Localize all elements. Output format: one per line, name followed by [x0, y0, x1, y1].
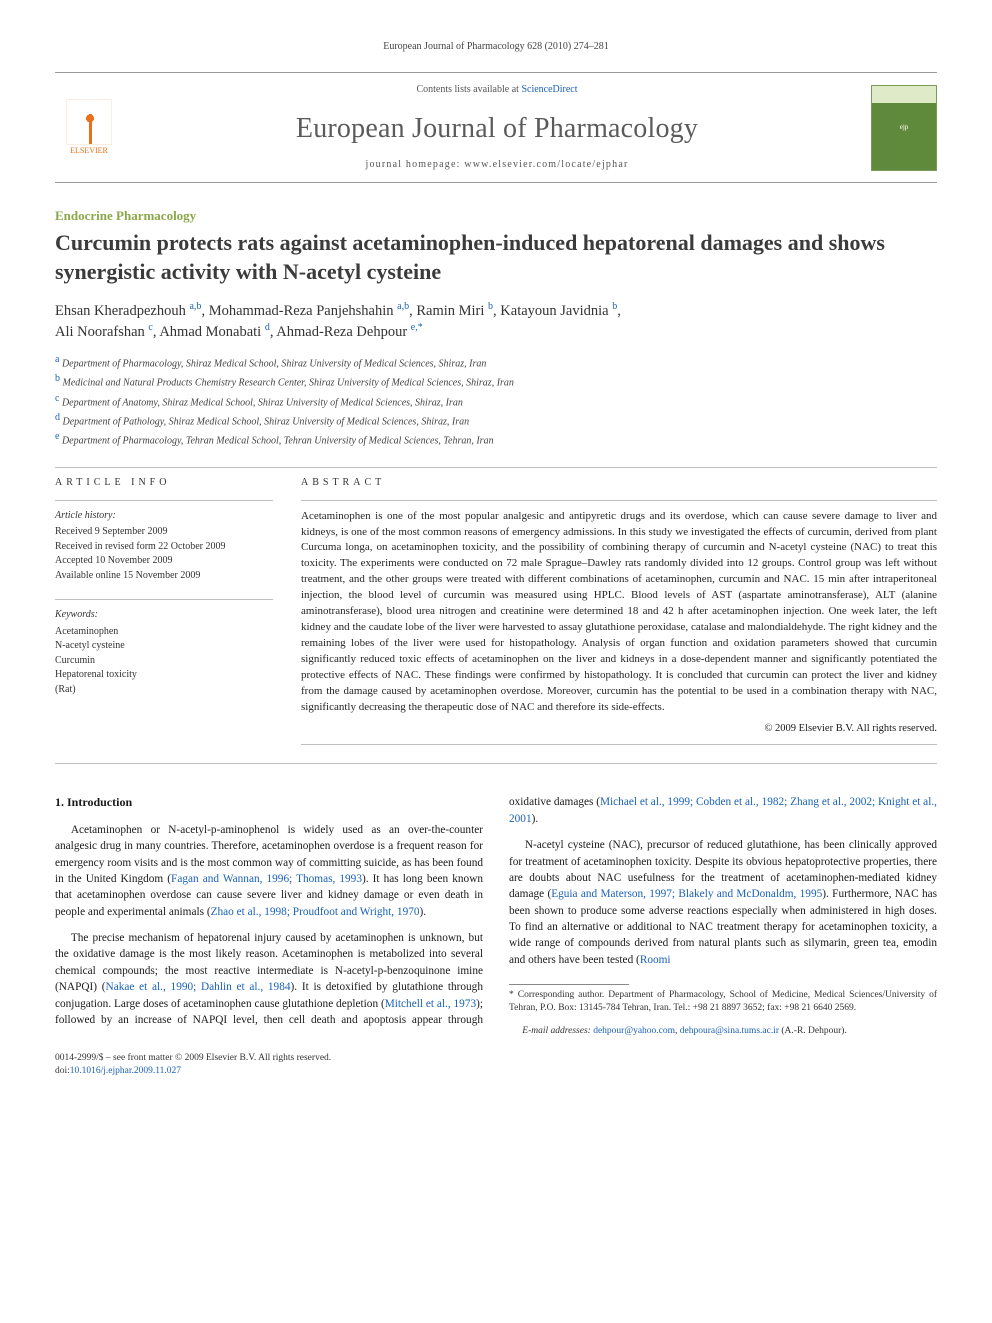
elsevier-tree-icon	[66, 99, 112, 145]
author: Katayoun Javidnia b	[500, 303, 617, 319]
keywords-label: Keywords:	[55, 608, 273, 623]
citation-link[interactable]: Fagan and Wannan, 1996; Thomas, 1993	[171, 873, 362, 885]
masthead: ELSEVIER Contents lists available at Sci…	[55, 72, 937, 183]
elsevier-label: ELSEVIER	[70, 145, 108, 156]
paragraph: Acetaminophen or N-acetyl-p-aminophenol …	[55, 822, 483, 920]
email-link[interactable]: dehpour@yahoo.com	[593, 1026, 675, 1036]
article-title: Curcumin protects rats against acetamino…	[55, 229, 937, 285]
masthead-center: Contents lists available at ScienceDirec…	[139, 83, 855, 172]
issn-line: 0014-2999/$ – see front matter © 2009 El…	[55, 1052, 937, 1065]
citation-link[interactable]: Zhao et al., 1998; Proudfoot and Wright,…	[211, 906, 420, 918]
email-label: E-mail addresses:	[522, 1026, 593, 1036]
citation-link[interactable]: Mitchell et al., 1973	[385, 998, 476, 1010]
keywords-block: Keywords: Acetaminophen N-acetyl cystein…	[55, 599, 273, 697]
affiliation: c Department of Anatomy, Shiraz Medical …	[55, 391, 937, 410]
affiliation: b Medicinal and Natural Products Chemist…	[55, 371, 937, 390]
contents-line: Contents lists available at ScienceDirec…	[139, 83, 855, 97]
author-aff-link[interactable]: b	[612, 301, 617, 312]
author: Ehsan Kheradpezhouh a,b	[55, 303, 201, 319]
article-info-heading: ARTICLE INFO	[55, 476, 273, 490]
divider	[301, 744, 937, 745]
info-abstract-row: ARTICLE INFO Article history: Received 9…	[55, 476, 937, 746]
page: European Journal of Pharmacology 628 (20…	[0, 0, 992, 1109]
author-list: Ehsan Kheradpezhouh a,b, Mohammad-Reza P…	[55, 300, 937, 342]
abstract-text: Acetaminophen is one of the most popular…	[301, 509, 937, 716]
author: Ali Noorafshan c	[55, 324, 153, 340]
contents-prefix: Contents lists available at	[416, 84, 521, 95]
citation-link[interactable]: Roomi	[640, 954, 671, 966]
doi-line: doi:10.1016/j.ejphar.2009.11.027	[55, 1065, 937, 1078]
author: Ahmad-Reza Dehpour e,*	[276, 324, 422, 340]
citation-link[interactable]: Eguia and Materson, 1997; Blakely and Mc…	[551, 888, 822, 900]
author-aff-link[interactable]: c	[148, 322, 152, 333]
corr-marker: *	[509, 990, 518, 1000]
author-aff-link[interactable]: e,*	[411, 322, 423, 333]
author: Mohammad-Reza Panjehshahin a,b	[209, 303, 409, 319]
section-label: Endocrine Pharmacology	[55, 207, 937, 225]
sciencedirect-link[interactable]: ScienceDirect	[521, 84, 577, 95]
running-head: European Journal of Pharmacology 628 (20…	[55, 40, 937, 54]
journal-name: European Journal of Pharmacology	[139, 109, 855, 148]
keyword: N-acetyl cysteine	[55, 639, 273, 654]
email-link[interactable]: dehpoura@sina.tums.ac.ir	[680, 1026, 779, 1036]
abstract: ABSTRACT Acetaminophen is one of the mos…	[301, 476, 937, 746]
keyword: (Rat)	[55, 683, 273, 698]
history-accepted: Accepted 10 November 2009	[55, 554, 273, 569]
paragraph: N-acetyl cysteine (NAC), precursor of re…	[509, 837, 937, 968]
homepage-line: journal homepage: www.elsevier.com/locat…	[139, 158, 855, 172]
keyword: Curcumin	[55, 654, 273, 669]
divider	[55, 500, 273, 501]
keyword: Acetaminophen	[55, 625, 273, 640]
footer: 0014-2999/$ – see front matter © 2009 El…	[55, 1052, 937, 1079]
affiliation: d Department of Pathology, Shiraz Medica…	[55, 410, 937, 429]
author-aff-link[interactable]: b	[488, 301, 493, 312]
publisher-logo: ELSEVIER	[55, 89, 123, 167]
divider	[55, 599, 273, 600]
author-aff-link[interactable]: a,b	[397, 301, 409, 312]
keyword: Hepatorenal toxicity	[55, 668, 273, 683]
citation-link[interactable]: Nakae et al., 1990; Dahlin et al., 1984	[106, 981, 291, 993]
journal-cover-thumbnail: ejp	[871, 85, 937, 171]
affiliation: a Department of Pharmacology, Shiraz Med…	[55, 352, 937, 371]
divider	[55, 763, 937, 764]
abstract-heading: ABSTRACT	[301, 476, 937, 490]
copyright-line: © 2009 Elsevier B.V. All rights reserved…	[301, 722, 937, 737]
section-heading: 1. Introduction	[55, 794, 483, 811]
history-online: Available online 15 November 2009	[55, 569, 273, 584]
history-received: Received 9 September 2009	[55, 525, 273, 540]
author: Ahmad Monabati d	[159, 324, 270, 340]
doi-link[interactable]: 10.1016/j.ejphar.2009.11.027	[70, 1066, 181, 1076]
footnote-separator	[509, 984, 629, 985]
history-label: Article history:	[55, 509, 273, 524]
divider	[55, 467, 937, 468]
body-columns: 1. Introduction Acetaminophen or N-acety…	[55, 794, 937, 1038]
article-info: ARTICLE INFO Article history: Received 9…	[55, 476, 273, 746]
divider	[301, 500, 937, 501]
affiliation-list: a Department of Pharmacology, Shiraz Med…	[55, 352, 937, 449]
author-aff-link[interactable]: a,b	[189, 301, 201, 312]
footnotes: * Corresponding author. Department of Ph…	[509, 989, 937, 1037]
homepage-url: www.elsevier.com/locate/ejphar	[464, 159, 628, 170]
author: Ramin Miri b	[416, 303, 493, 319]
affiliation: e Department of Pharmacology, Tehran Med…	[55, 429, 937, 448]
corr-text: Corresponding author. Department of Phar…	[509, 990, 937, 1013]
homepage-prefix: journal homepage:	[365, 159, 464, 170]
author-aff-link[interactable]: d	[265, 322, 270, 333]
history-revised: Received in revised form 22 October 2009	[55, 540, 273, 555]
